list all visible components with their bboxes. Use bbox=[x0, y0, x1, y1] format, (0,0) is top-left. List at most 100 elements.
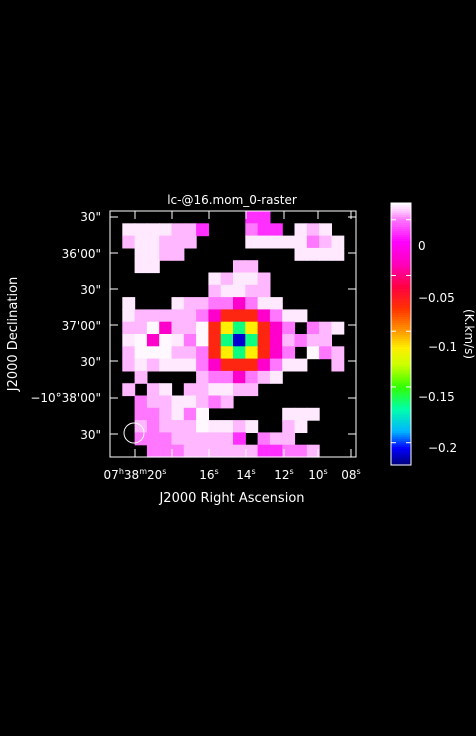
colorbar-segment bbox=[391, 225, 411, 228]
colorbar-segment bbox=[391, 357, 411, 360]
heatmap-cell bbox=[220, 395, 234, 409]
colorbar-segment bbox=[391, 403, 411, 406]
heatmap-cell bbox=[306, 223, 320, 237]
heatmap-cell bbox=[171, 334, 185, 347]
colorbar-segment bbox=[391, 329, 411, 332]
colorbar-segment bbox=[391, 371, 411, 374]
heatmap-cell bbox=[220, 321, 234, 335]
colorbar-segment bbox=[391, 253, 411, 256]
heatmap-cell bbox=[245, 211, 259, 224]
x-tick-label: 08s bbox=[341, 467, 360, 482]
colorbar-segment bbox=[391, 441, 411, 444]
colorbar-segment bbox=[391, 369, 411, 372]
colorbar-segment bbox=[391, 347, 411, 350]
heatmap-cell bbox=[245, 223, 259, 237]
heatmap-cell bbox=[208, 383, 222, 397]
heatmap-cell bbox=[159, 321, 173, 335]
heatmap-cell bbox=[220, 383, 234, 397]
heatmap-cell bbox=[122, 346, 136, 360]
heatmap-cell bbox=[269, 334, 283, 347]
colorbar-segment bbox=[391, 207, 411, 210]
heatmap-cell bbox=[319, 321, 332, 335]
y-tick-labels: 30" 36'00" 30" 37'00" 30" −10°38'00" 30" bbox=[30, 210, 101, 442]
heatmap-cell bbox=[245, 383, 259, 397]
heatmap-cell bbox=[146, 235, 160, 249]
heatmap-cell bbox=[134, 370, 148, 384]
heatmap-cell bbox=[282, 309, 296, 323]
colorbar-segment bbox=[391, 245, 411, 248]
heatmap-cell bbox=[269, 358, 283, 372]
colorbar-segment bbox=[391, 375, 411, 378]
heatmap-cell bbox=[122, 334, 136, 347]
heatmap-cell bbox=[171, 432, 185, 446]
colorbar-segment bbox=[391, 451, 411, 454]
heatmap-cell bbox=[171, 420, 185, 433]
heatmap-cell bbox=[159, 383, 173, 397]
heatmap-cell bbox=[146, 309, 160, 323]
heatmap-cell bbox=[245, 370, 259, 384]
heatmap-cell bbox=[183, 444, 197, 458]
heatmap-cell bbox=[134, 235, 148, 249]
colorbar-segment bbox=[391, 283, 411, 286]
heatmap-cell bbox=[257, 334, 271, 347]
heatmap-cell bbox=[245, 272, 259, 286]
colorbar: 0 −0.05 −0.1 −0.15 −0.2 (K.km/s) bbox=[390, 202, 476, 466]
heatmap-cell bbox=[269, 370, 283, 384]
colorbar-segment bbox=[391, 231, 411, 234]
colorbar-segment bbox=[391, 419, 411, 422]
heatmap-cell bbox=[257, 223, 271, 237]
colorbar-segment bbox=[391, 321, 411, 324]
heatmap-cell bbox=[134, 260, 148, 274]
colorbar-segment bbox=[391, 343, 411, 346]
heatmap-cells bbox=[122, 211, 345, 458]
colorbar-tick-label: −0.05 bbox=[418, 291, 455, 305]
colorbar-tick-label: −0.15 bbox=[418, 390, 455, 404]
heatmap-cell bbox=[122, 321, 136, 335]
heatmap-cell bbox=[183, 395, 197, 409]
heatmap-cell bbox=[282, 420, 296, 433]
heatmap-cell bbox=[196, 370, 209, 384]
colorbar-segment bbox=[391, 221, 411, 224]
heatmap-cell bbox=[134, 358, 148, 372]
y-tick-label: 30" bbox=[80, 210, 101, 224]
colorbar-segment bbox=[391, 237, 411, 240]
heatmap-cell bbox=[196, 334, 209, 347]
heatmap-cell bbox=[134, 432, 148, 446]
heatmap-cell bbox=[146, 383, 160, 397]
heatmap-cell bbox=[134, 247, 148, 261]
chart-title: lc-@16.mom_0-raster bbox=[167, 193, 297, 207]
colorbar-segment bbox=[391, 263, 411, 266]
heatmap-cell bbox=[319, 247, 332, 261]
heatmap-cell bbox=[233, 309, 246, 323]
heatmap-cell bbox=[159, 235, 173, 249]
heatmap-cell bbox=[171, 235, 185, 249]
colorbar-segment bbox=[391, 273, 411, 276]
heatmap-cell bbox=[257, 321, 271, 335]
x-axis-label: J2000 Right Ascension bbox=[158, 491, 304, 506]
heatmap-cell bbox=[245, 297, 259, 310]
heatmap-cell bbox=[282, 432, 296, 446]
colorbar-segment bbox=[391, 341, 411, 344]
heatmap-cell bbox=[233, 321, 246, 335]
y-tick-label: −10°38'00" bbox=[30, 391, 101, 405]
heatmap-cell bbox=[269, 297, 283, 310]
heatmap-cell bbox=[159, 247, 173, 261]
colorbar-segment bbox=[391, 383, 411, 386]
heatmap-cell bbox=[134, 395, 148, 409]
heatmap-cell bbox=[183, 383, 197, 397]
heatmap-cell bbox=[196, 383, 209, 397]
heatmap-cell bbox=[196, 407, 209, 421]
colorbar-segment bbox=[391, 387, 411, 390]
colorbar-segment bbox=[391, 287, 411, 290]
heatmap-cell bbox=[208, 321, 222, 335]
x-tick-label: 14s bbox=[236, 467, 255, 482]
colorbar-segment bbox=[391, 217, 411, 220]
heatmap-cell bbox=[196, 346, 209, 360]
heatmap-cell bbox=[306, 247, 320, 261]
heatmap-cell bbox=[183, 309, 197, 323]
heatmap-cell bbox=[282, 235, 296, 249]
heatmap-cell bbox=[146, 260, 160, 274]
colorbar-segment bbox=[391, 259, 411, 262]
heatmap-cell bbox=[331, 346, 345, 360]
heatmap-cell bbox=[331, 235, 345, 249]
